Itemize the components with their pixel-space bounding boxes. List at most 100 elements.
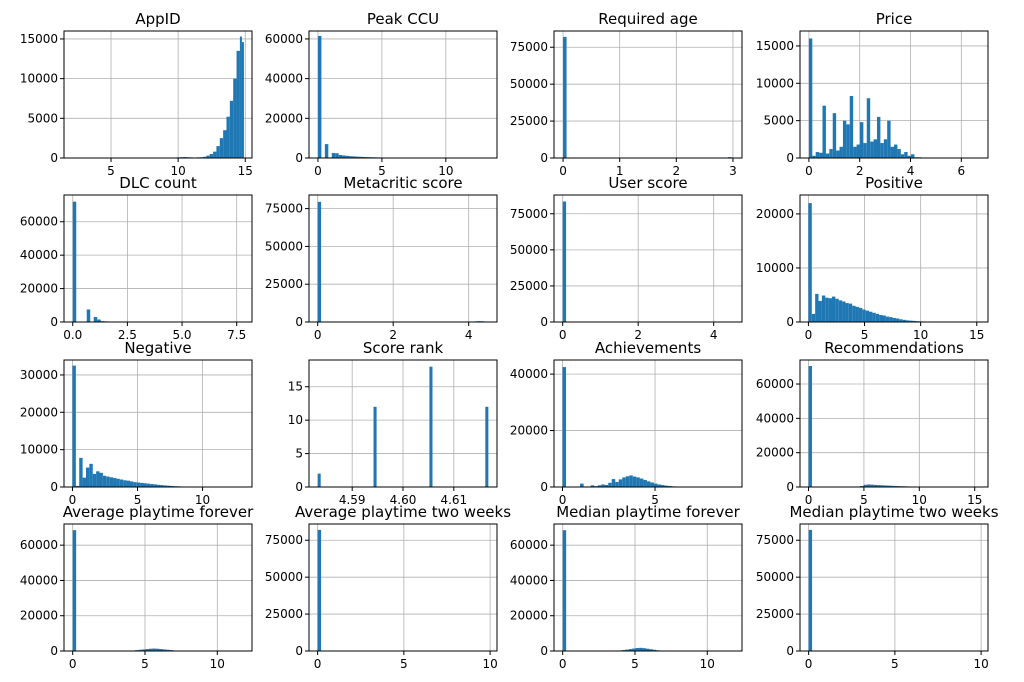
x-tick-label: 0.0 xyxy=(63,328,82,342)
x-tick-label: 10 xyxy=(482,657,497,671)
subplot-title: Positive xyxy=(865,174,923,192)
histogram-bar xyxy=(162,649,167,651)
histogram-bar xyxy=(155,648,160,651)
histogram-bar xyxy=(355,156,360,158)
histogram-bar xyxy=(317,35,322,158)
histogram-bar xyxy=(872,312,876,322)
y-tick-label: 0 xyxy=(786,644,794,658)
histogram-bar xyxy=(863,484,867,487)
histogram-bar xyxy=(75,485,80,487)
histogram-bar xyxy=(79,457,83,487)
x-tick-label: 5 xyxy=(860,493,868,507)
histogram-bar xyxy=(97,319,101,322)
y-tick-label: 0 xyxy=(295,644,303,658)
histogram-panel: 0 5 0 20000 40000 Achievements xyxy=(510,339,743,507)
histogram-bar xyxy=(82,477,86,487)
histogram-bar xyxy=(138,649,143,651)
x-tick-label: 0 xyxy=(69,493,77,507)
histogram-bar xyxy=(884,485,888,487)
histogram-bar xyxy=(863,143,867,158)
histogram-panel: 0.0 2.5 5.0 7.5 0 20000 40000 60000 DLC count xyxy=(20,174,253,342)
histogram-bar xyxy=(660,485,665,487)
histogram-bar xyxy=(815,293,819,322)
histogram-bar xyxy=(601,484,605,487)
y-tick-label: 10000 xyxy=(20,72,58,86)
subplot-title: Required age xyxy=(598,10,697,28)
subplot-title: Metacritic score xyxy=(343,174,462,192)
x-tick-label: 0 xyxy=(559,164,567,178)
histogram-bar xyxy=(808,38,813,158)
subplot-title: Price xyxy=(876,10,913,28)
histogram-bar xyxy=(219,138,224,158)
histogram-bar xyxy=(580,483,584,487)
x-tick-label: 5 xyxy=(107,164,115,178)
histogram-bar xyxy=(815,152,820,158)
x-tick-label: 3 xyxy=(729,164,737,178)
histogram-bar xyxy=(113,478,117,487)
y-tick-label: 0 xyxy=(295,480,303,494)
histogram-panel: 0 5 10 0 20000 40000 60000 Peak CCU xyxy=(265,10,498,178)
x-tick-label: 7.5 xyxy=(227,328,246,342)
histogram-bar xyxy=(812,155,816,158)
histogram-bar xyxy=(615,481,619,487)
subplot-title: User score xyxy=(608,174,687,192)
histogram-bar xyxy=(562,367,567,487)
histogram-bar xyxy=(317,529,322,651)
x-tick-label: 4.59 xyxy=(339,493,366,507)
histogram-bar xyxy=(875,313,880,322)
histogram-bar xyxy=(876,116,881,158)
histogram-bar xyxy=(170,485,174,487)
x-tick-label: 10 xyxy=(171,164,186,178)
histogram-bar xyxy=(899,319,903,322)
x-tick-label: 0 xyxy=(69,657,77,671)
histogram-bar xyxy=(241,42,244,158)
histogram-bar xyxy=(562,530,567,651)
histogram-bar xyxy=(223,130,227,158)
x-tick-label: 4.60 xyxy=(390,493,417,507)
x-tick-label: 0 xyxy=(559,328,567,342)
y-tick-label: 20000 xyxy=(510,609,548,623)
histogram-bar xyxy=(229,100,234,158)
histogram-panel: 4.59 4.60 4.61 0 5 10 15 Score rank xyxy=(288,339,498,507)
histogram-bar xyxy=(93,316,98,322)
axes-frame xyxy=(799,359,989,488)
subplot-title: Achievements xyxy=(595,339,701,357)
histogram-bar xyxy=(858,307,863,322)
axes-frame xyxy=(308,30,498,159)
y-tick-label: 15 xyxy=(288,380,303,394)
y-tick-label: 40000 xyxy=(20,248,58,262)
histogram-bar xyxy=(862,309,866,322)
histogram-bar xyxy=(882,315,886,322)
histogram-bar xyxy=(825,153,830,158)
histogram-bar xyxy=(639,478,644,487)
y-tick-label: 15000 xyxy=(20,32,58,46)
x-tick-label: 1 xyxy=(616,164,624,178)
x-tick-label: 4 xyxy=(907,164,915,178)
y-tick-label: 10000 xyxy=(756,76,794,90)
histogram-bar xyxy=(202,156,207,158)
histogram-bar xyxy=(239,36,242,158)
y-tick-label: 60000 xyxy=(756,377,794,391)
histogram-panel: 0 5 10 0 20000 40000 60000 Median playtime fore… xyxy=(510,503,743,671)
y-tick-label: 0 xyxy=(295,315,303,329)
subplot-title: Median playtime two weeks xyxy=(789,503,998,521)
histogram-bar xyxy=(849,95,854,158)
y-tick-label: 0 xyxy=(786,151,794,165)
x-tick-label: 0 xyxy=(559,657,567,671)
y-tick-label: 60000 xyxy=(20,538,58,552)
histogram-bar xyxy=(96,471,100,487)
y-tick-label: 20000 xyxy=(20,282,58,296)
histogram-bar xyxy=(89,463,93,487)
histogram-bar xyxy=(485,406,489,487)
histogram-bar xyxy=(635,648,640,651)
axes-frame xyxy=(553,30,743,159)
histogram-bar xyxy=(331,153,336,158)
histogram-bar xyxy=(866,98,871,158)
histogram-bar xyxy=(102,475,107,487)
axes-frame xyxy=(63,194,253,323)
y-tick-label: 40000 xyxy=(756,411,794,425)
histogram-bar xyxy=(869,311,873,322)
histogram-bar xyxy=(639,647,643,651)
histogram-bar xyxy=(226,116,230,158)
